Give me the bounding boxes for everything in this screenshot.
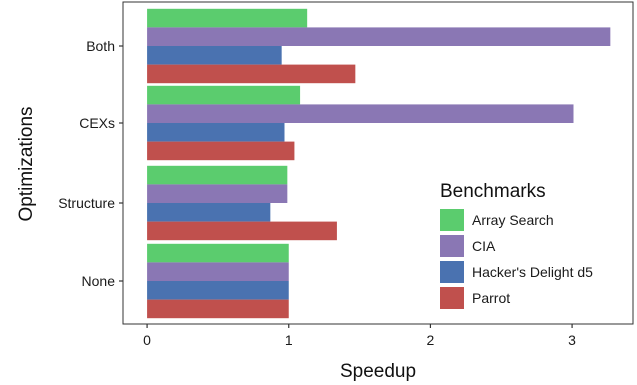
bar-cexs-array-search — [147, 85, 301, 105]
legend-label-parrot: Parrot — [472, 290, 510, 306]
y-tick-label-structure: Structure — [58, 195, 115, 211]
bar-both-cia — [147, 27, 611, 46]
legend-key-parrot — [440, 287, 464, 309]
x-tick-label-3: 3 — [568, 332, 576, 348]
legend-label-hacker-s-delight-d5: Hacker's Delight d5 — [472, 264, 593, 280]
legend-key-cia — [440, 235, 464, 257]
y-tick-label-cexs: CEXs — [79, 115, 115, 131]
bar-structure-parrot — [147, 221, 337, 241]
bar-structure-hacker-s-delight-d5 — [147, 203, 271, 222]
x-tick-label-2: 2 — [427, 332, 435, 348]
legend-title: Benchmarks — [440, 181, 546, 202]
y-axis: Both CEXs Structure None — [58, 38, 123, 289]
bar-none-array-search — [147, 243, 289, 263]
y-tick-label-none: None — [82, 273, 116, 289]
legend-label-cia: CIA — [472, 238, 496, 254]
x-tick-label-1: 1 — [285, 332, 293, 348]
legend-label-array-search: Array Search — [472, 212, 554, 228]
bar-none-parrot — [147, 299, 289, 319]
bar-both-parrot — [147, 64, 356, 84]
legend-key-array-search — [440, 209, 464, 231]
bar-none-hacker-s-delight-d5 — [147, 281, 289, 300]
x-tick-label-0: 0 — [143, 332, 151, 348]
bar-structure-cia — [147, 184, 288, 203]
bar-cexs-cia — [147, 104, 574, 123]
bars-layer — [147, 8, 611, 319]
x-axis-title: Speedup — [340, 361, 416, 382]
legend-key-hacker-s-delight-d5 — [440, 261, 464, 283]
bar-both-hacker-s-delight-d5 — [147, 46, 282, 65]
legend: Benchmarks Array Search CIA Hacker's Delig… — [440, 181, 593, 309]
bar-structure-array-search — [147, 165, 288, 185]
y-axis-title: Optimizations — [16, 106, 37, 221]
bar-cexs-parrot — [147, 141, 295, 161]
bar-none-cia — [147, 262, 289, 281]
bar-both-array-search — [147, 8, 308, 28]
y-tick-label-both: Both — [86, 38, 115, 54]
bar-cexs-hacker-s-delight-d5 — [147, 123, 285, 142]
x-axis: 0 1 2 3 — [143, 324, 576, 348]
